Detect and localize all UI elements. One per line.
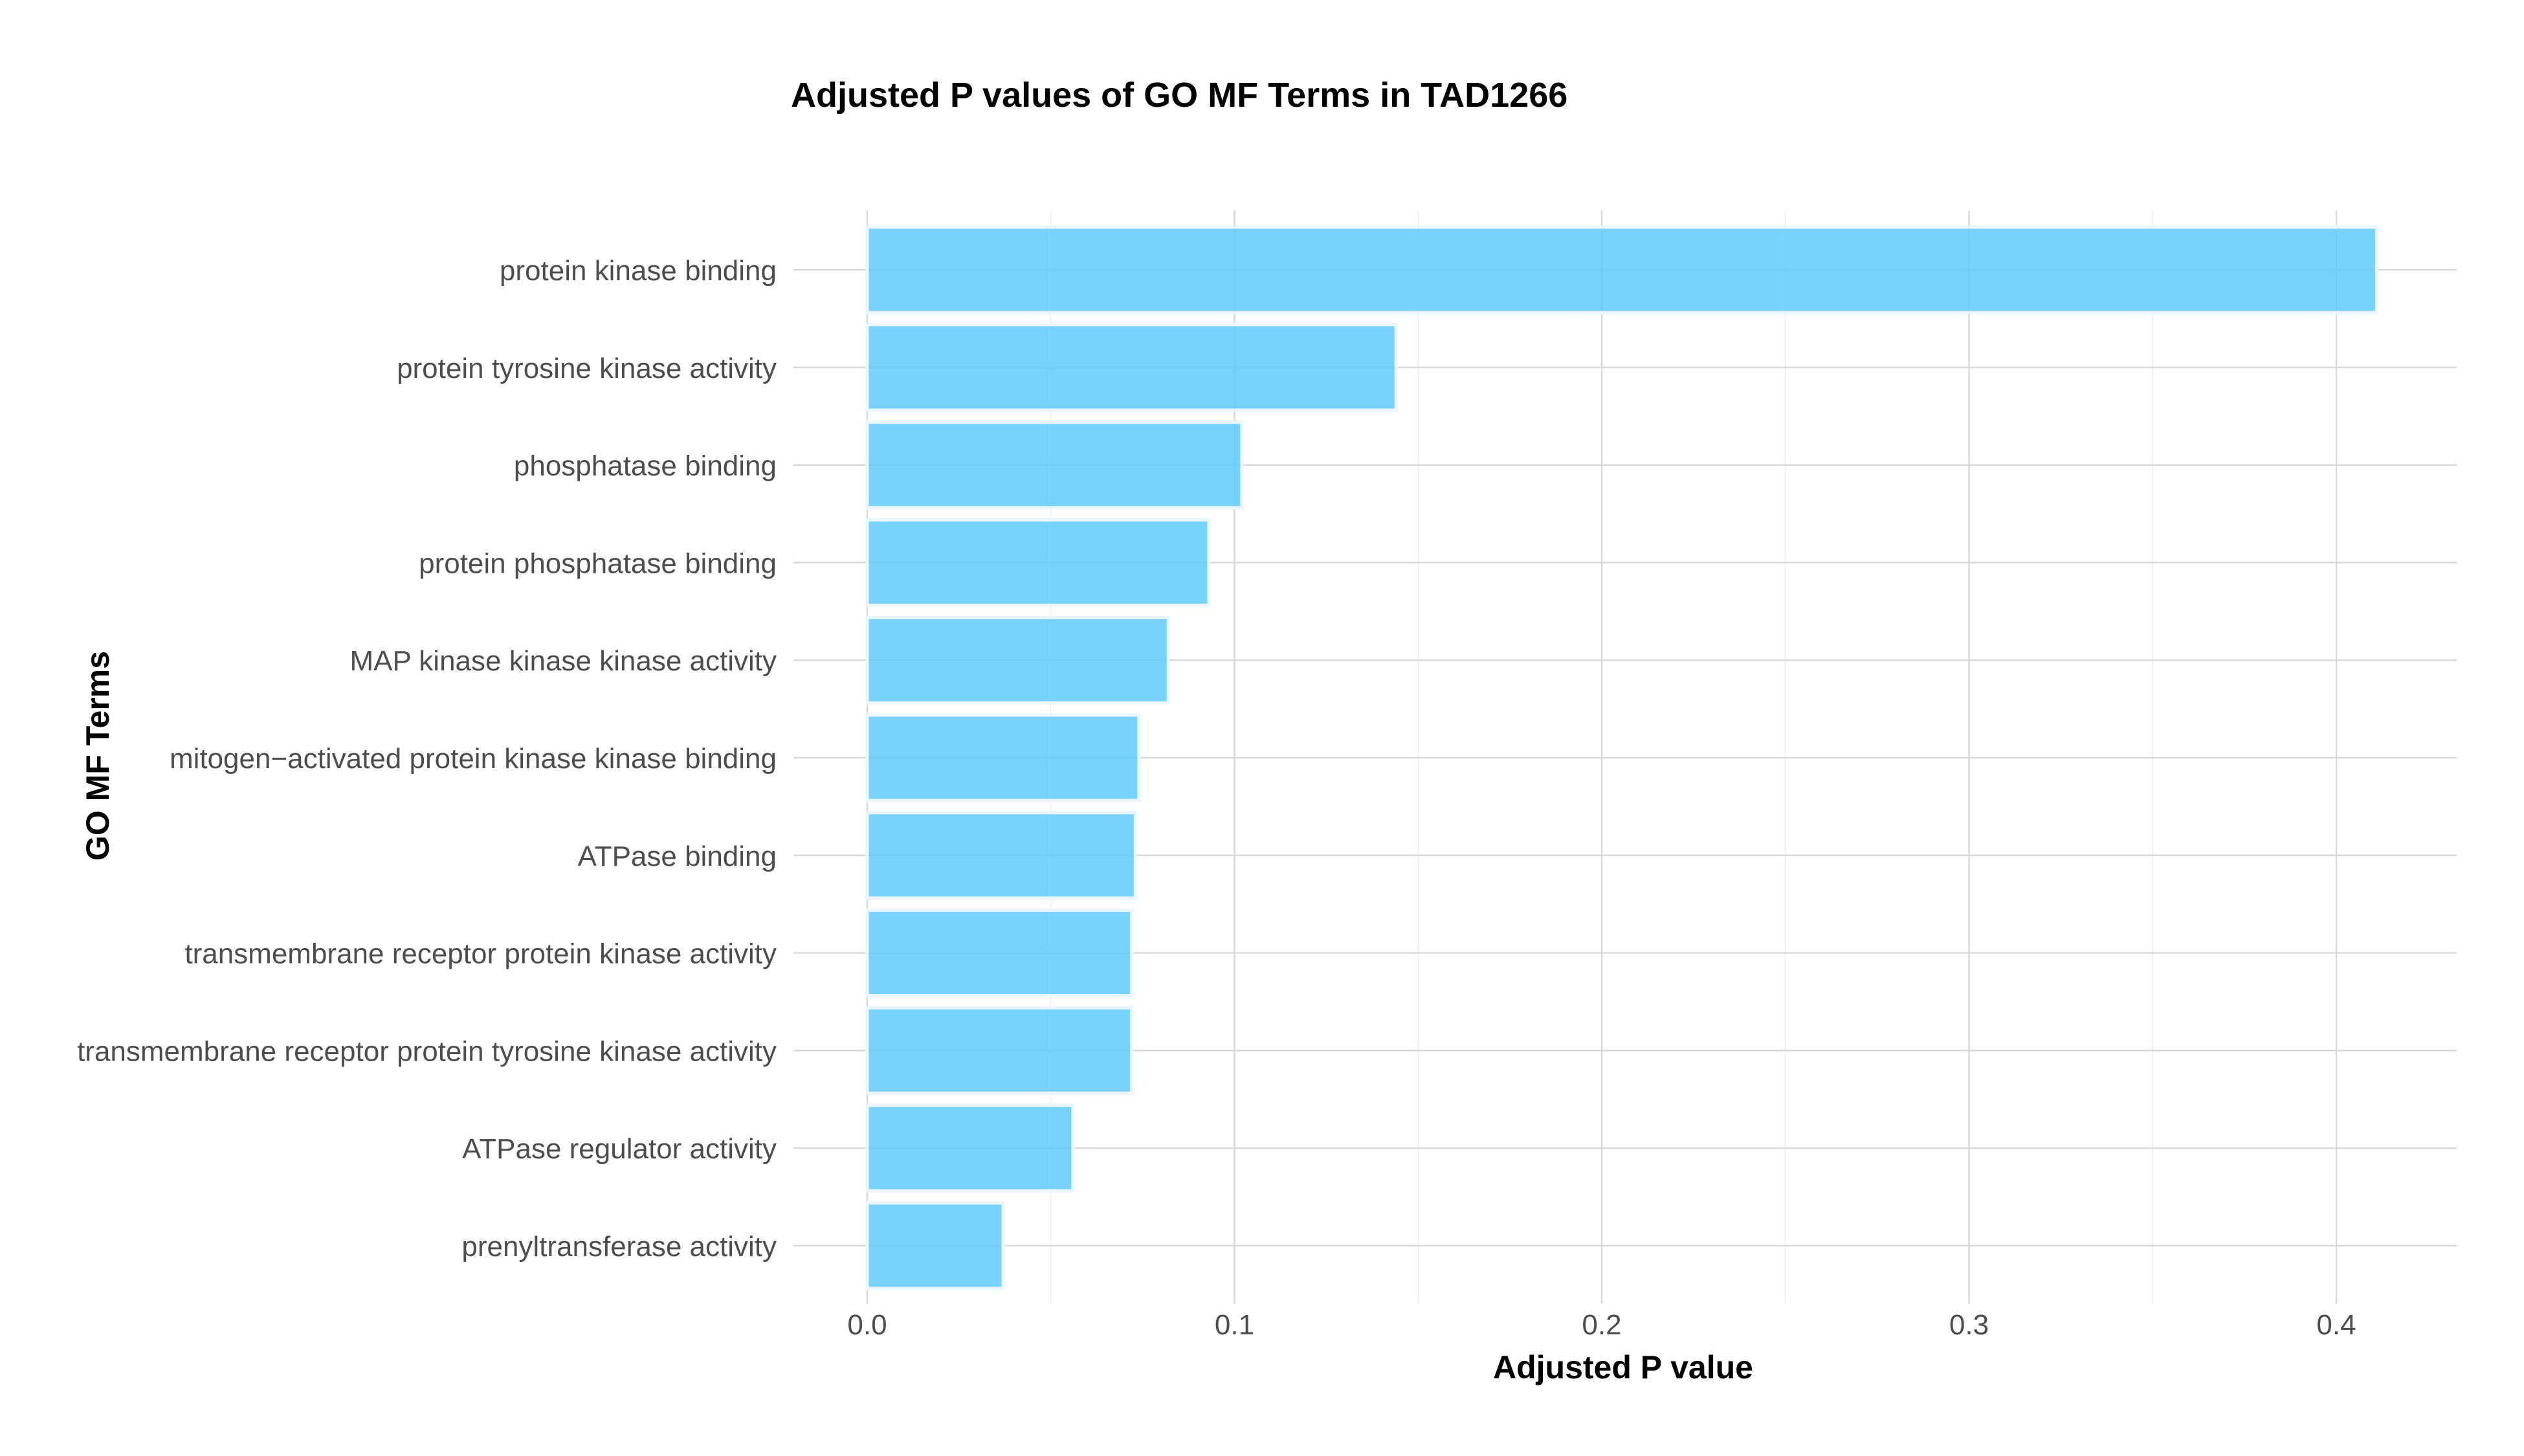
y-tick-labels: protein kinase binding protein tyrosine k…: [77, 255, 777, 1263]
chart-title: Adjusted P values of GO MF Terms in TAD1…: [791, 76, 1567, 115]
x-tick-label: 0.0: [847, 1309, 887, 1341]
y-tick-label: MAP kinase kinase kinase activity: [350, 645, 777, 677]
bar: [865, 518, 1211, 607]
bar: [865, 323, 1398, 412]
y-tick-label: ATPase regulator activity: [462, 1133, 777, 1165]
bar: [865, 1201, 1005, 1290]
y-tick-label: transmembrane receptor protein tyrosine …: [77, 1035, 777, 1067]
bars: [865, 225, 2378, 1290]
y-tick-label: protein phosphatase binding: [419, 547, 777, 579]
x-tick-label: 0.1: [1215, 1309, 1254, 1341]
x-axis-title: Adjusted P value: [1493, 1349, 1753, 1385]
bar: [865, 225, 2378, 314]
bar: [865, 713, 1141, 802]
bar: [865, 909, 1134, 998]
bar: [865, 1103, 1075, 1193]
bar: [865, 421, 1244, 510]
bar: [865, 811, 1137, 900]
y-axis-title: GO MF Terms: [80, 651, 116, 861]
x-tick-label: 0.3: [1949, 1309, 1989, 1341]
y-tick-label: protein tyrosine kinase activity: [397, 353, 777, 384]
x-tick-labels: 0.0 0.1 0.2 0.3 0.4: [847, 1309, 2356, 1341]
y-tick-label: prenyltransferase activity: [461, 1231, 777, 1263]
y-tick-label: protein kinase binding: [500, 255, 777, 287]
bar: [865, 615, 1170, 705]
x-tick-label: 0.2: [1582, 1309, 1621, 1341]
x-tick-label: 0.4: [2316, 1309, 2356, 1341]
y-tick-label: ATPase binding: [578, 841, 777, 872]
bar: [865, 1006, 1134, 1095]
y-tick-label: transmembrane receptor protein kinase ac…: [184, 938, 777, 970]
y-tick-label: mitogen−activated protein kinase kinase …: [170, 743, 777, 775]
y-tick-label: phosphatase binding: [514, 450, 777, 482]
